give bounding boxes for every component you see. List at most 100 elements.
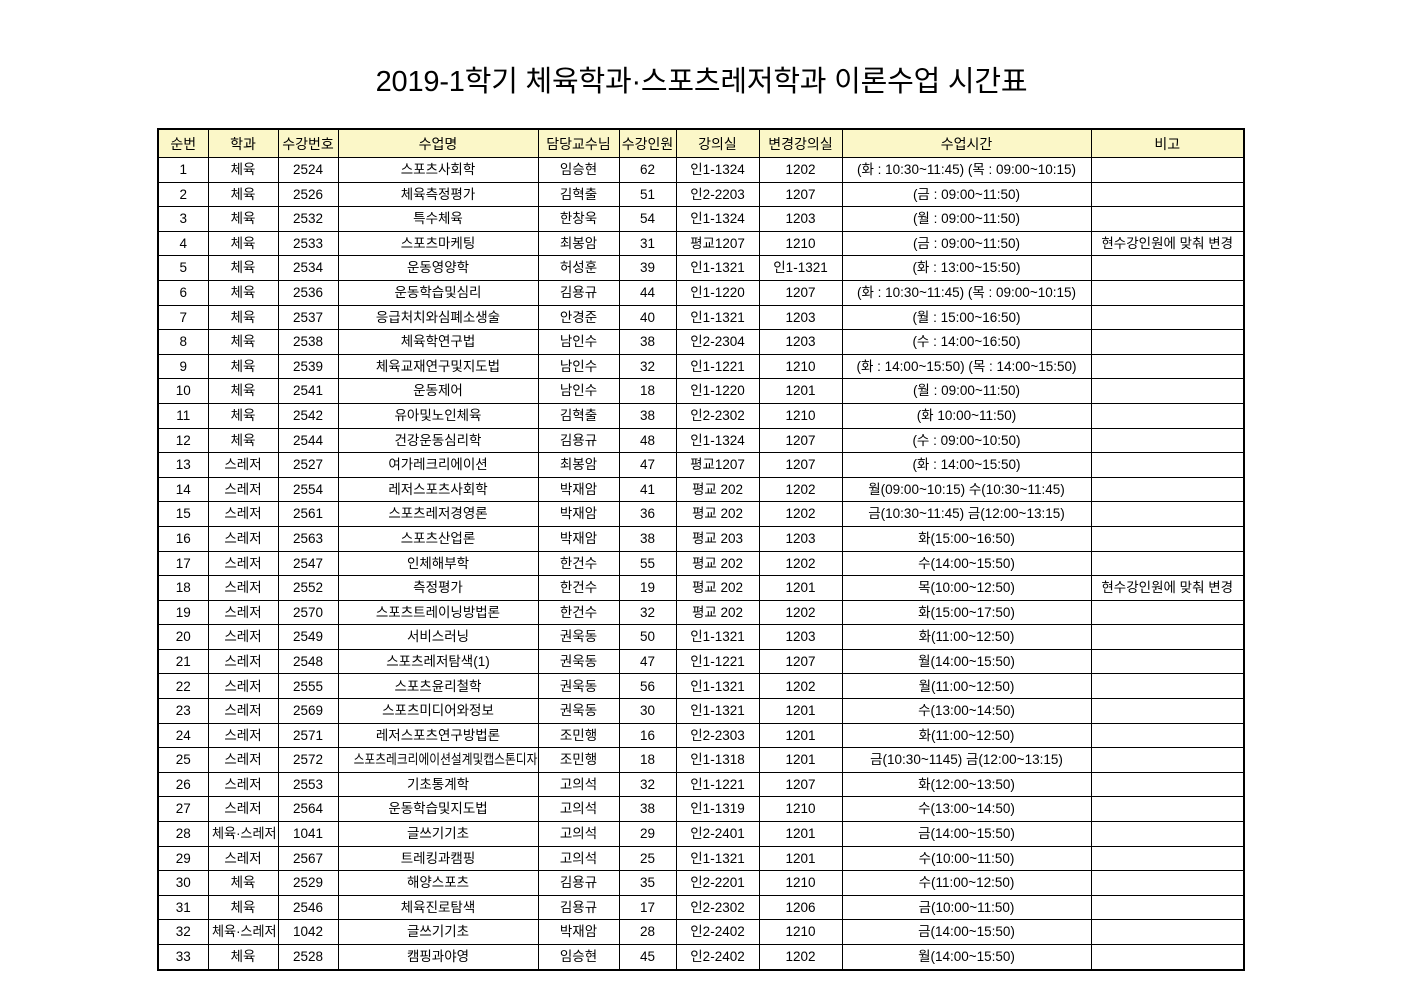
cell-room: 인2-2201 bbox=[675, 870, 760, 896]
cell-new-room: 1206 bbox=[758, 894, 843, 921]
cell-course: 건강운동심리학 bbox=[337, 427, 539, 454]
cell-dept: 스레저 bbox=[207, 624, 279, 650]
cell-code: 2546 bbox=[277, 894, 339, 921]
cell-class-time: 화(15:00~16:50) bbox=[841, 525, 1092, 552]
cell-professor: 박재암 bbox=[537, 476, 620, 503]
cell-capacity: 32 bbox=[618, 599, 677, 626]
cell-no: 2 bbox=[157, 181, 209, 208]
cell-class-time: 월(11:00~12:50) bbox=[841, 673, 1092, 700]
cell-capacity: 16 bbox=[618, 722, 677, 749]
cell-course: 운동제어 bbox=[337, 378, 539, 404]
cell-no: 26 bbox=[157, 771, 209, 798]
column-header-class-time: 수업시간 bbox=[841, 128, 1092, 158]
cell-dept: 스레저 bbox=[207, 452, 279, 478]
cell-professor: 권욱동 bbox=[537, 648, 620, 675]
cell-dept: 스레저 bbox=[207, 476, 279, 503]
cell-class-time: 수(11:00~12:50) bbox=[841, 870, 1092, 896]
cell-code: 2544 bbox=[277, 427, 339, 454]
cell-new-room: 1202 bbox=[758, 550, 843, 577]
cell-room: 인2-2402 bbox=[675, 919, 760, 945]
cell-no: 30 bbox=[157, 870, 209, 896]
cell-no: 8 bbox=[157, 329, 209, 355]
cell-code: 2570 bbox=[277, 599, 339, 626]
cell-room: 인1-1324 bbox=[675, 206, 760, 232]
cell-professor: 조민행 bbox=[537, 722, 620, 749]
table-row: 5 체육 2534 운동영양학 허성훈 39 인1-1321 인1-1321 (화 : 13:0… bbox=[157, 255, 1245, 281]
cell-dept: 체육 bbox=[207, 353, 279, 380]
cell-capacity: 32 bbox=[618, 771, 677, 798]
cell-room: 인1-1324 bbox=[675, 157, 760, 183]
cell-new-room: 1203 bbox=[758, 525, 843, 552]
cell-remarks bbox=[1090, 157, 1245, 183]
cell-no: 25 bbox=[157, 747, 209, 773]
cell-class-time: (화 : 10:30~11:45) (목 : 09:00~10:15) bbox=[841, 157, 1092, 183]
cell-class-time: (화 : 10:30~11:45) (목 : 09:00~10:15) bbox=[841, 279, 1092, 306]
cell-room: 평교 202 bbox=[675, 476, 760, 503]
cell-class-time: 화(11:00~12:50) bbox=[841, 624, 1092, 650]
cell-no: 27 bbox=[157, 796, 209, 823]
cell-code: 2569 bbox=[277, 698, 339, 724]
cell-code: 2547 bbox=[277, 550, 339, 577]
table-row: 20 스레저 2549 서비스러닝 권욱동 50 인1-1321 1203 화(11:00~12… bbox=[157, 624, 1245, 650]
cell-room: 인1-1321 bbox=[675, 845, 760, 872]
cell-code: 2542 bbox=[277, 402, 339, 429]
cell-new-room: 1202 bbox=[758, 673, 843, 700]
cell-no: 14 bbox=[157, 476, 209, 503]
cell-capacity: 62 bbox=[618, 157, 677, 183]
cell-professor: 한창욱 bbox=[537, 206, 620, 232]
column-header-capacity: 수강인원 bbox=[618, 128, 677, 158]
cell-professor: 권욱동 bbox=[537, 624, 620, 650]
cell-code: 2552 bbox=[277, 575, 339, 601]
cell-room: 인1-1324 bbox=[675, 427, 760, 454]
cell-class-time: 목(10:00~12:50) bbox=[841, 575, 1092, 601]
cell-professor: 김혁출 bbox=[537, 181, 620, 208]
cell-no: 31 bbox=[157, 894, 209, 921]
cell-new-room: 1207 bbox=[758, 427, 843, 454]
cell-professor: 김용규 bbox=[537, 279, 620, 306]
column-header-code: 수강번호 bbox=[277, 128, 339, 158]
cell-course: 체육교재연구및지도법 bbox=[337, 353, 539, 380]
cell-class-time: (화 10:00~11:50) bbox=[841, 402, 1092, 429]
cell-dept: 체육·스레저 bbox=[207, 821, 279, 847]
cell-room: 인2-2401 bbox=[675, 821, 760, 847]
cell-remarks bbox=[1090, 747, 1245, 773]
table-row: 23 스레저 2569 스포츠미디어와정보 권욱동 30 인1-1321 1201 수(13:0… bbox=[157, 698, 1245, 724]
cell-class-time: 금(14:00~15:50) bbox=[841, 821, 1092, 847]
cell-no: 10 bbox=[157, 378, 209, 404]
cell-professor: 최봉암 bbox=[537, 230, 620, 257]
cell-room: 인1-1221 bbox=[675, 771, 760, 798]
cell-dept: 스레저 bbox=[207, 673, 279, 700]
cell-capacity: 54 bbox=[618, 206, 677, 232]
cell-room: 평교 202 bbox=[675, 501, 760, 527]
cell-room: 평교1207 bbox=[675, 452, 760, 478]
table-row: 14 스레저 2554 레저스포츠사회학 박재암 41 평교 202 1202 월(09:00~… bbox=[157, 476, 1245, 503]
column-header-course: 수업명 bbox=[337, 128, 539, 158]
cell-remarks bbox=[1090, 550, 1245, 577]
cell-remarks bbox=[1090, 304, 1245, 331]
cell-class-time: (금 : 09:00~11:50) bbox=[841, 181, 1092, 208]
cell-remarks bbox=[1090, 722, 1245, 749]
cell-no: 18 bbox=[157, 575, 209, 601]
cell-class-time: (금 : 09:00~11:50) bbox=[841, 230, 1092, 257]
cell-professor: 고의석 bbox=[537, 821, 620, 847]
cell-class-time: (월 : 15:00~16:50) bbox=[841, 304, 1092, 331]
cell-capacity: 38 bbox=[618, 329, 677, 355]
cell-class-time: (월 : 09:00~11:50) bbox=[841, 378, 1092, 404]
cell-dept: 체육·스레저 bbox=[207, 919, 279, 945]
cell-class-time: 화(15:00~17:50) bbox=[841, 599, 1092, 626]
table-row: 9 체육 2539 체육교재연구및지도법 남인수 32 인1-1221 1210 (화 : 14… bbox=[157, 353, 1245, 380]
cell-new-room: 1202 bbox=[758, 476, 843, 503]
cell-new-room: 1207 bbox=[758, 279, 843, 306]
cell-remarks bbox=[1090, 648, 1245, 675]
cell-no: 33 bbox=[157, 943, 209, 971]
cell-capacity: 47 bbox=[618, 648, 677, 675]
table-row: 18 스레저 2552 측정평가 한건수 19 평교 202 1201 목(10:00~12:5… bbox=[157, 575, 1245, 601]
cell-course: 체육학연구법 bbox=[337, 329, 539, 355]
cell-dept: 스레저 bbox=[207, 501, 279, 527]
cell-professor: 남인수 bbox=[537, 329, 620, 355]
cell-capacity: 19 bbox=[618, 575, 677, 601]
cell-no: 3 bbox=[157, 206, 209, 232]
cell-no: 9 bbox=[157, 353, 209, 380]
column-header-remarks: 비고 bbox=[1090, 128, 1245, 158]
table-header: 순번 학과 수강번호 수업명 담당교수님 수강인원 강의실 변경강의실 수업시간… bbox=[157, 128, 1245, 158]
